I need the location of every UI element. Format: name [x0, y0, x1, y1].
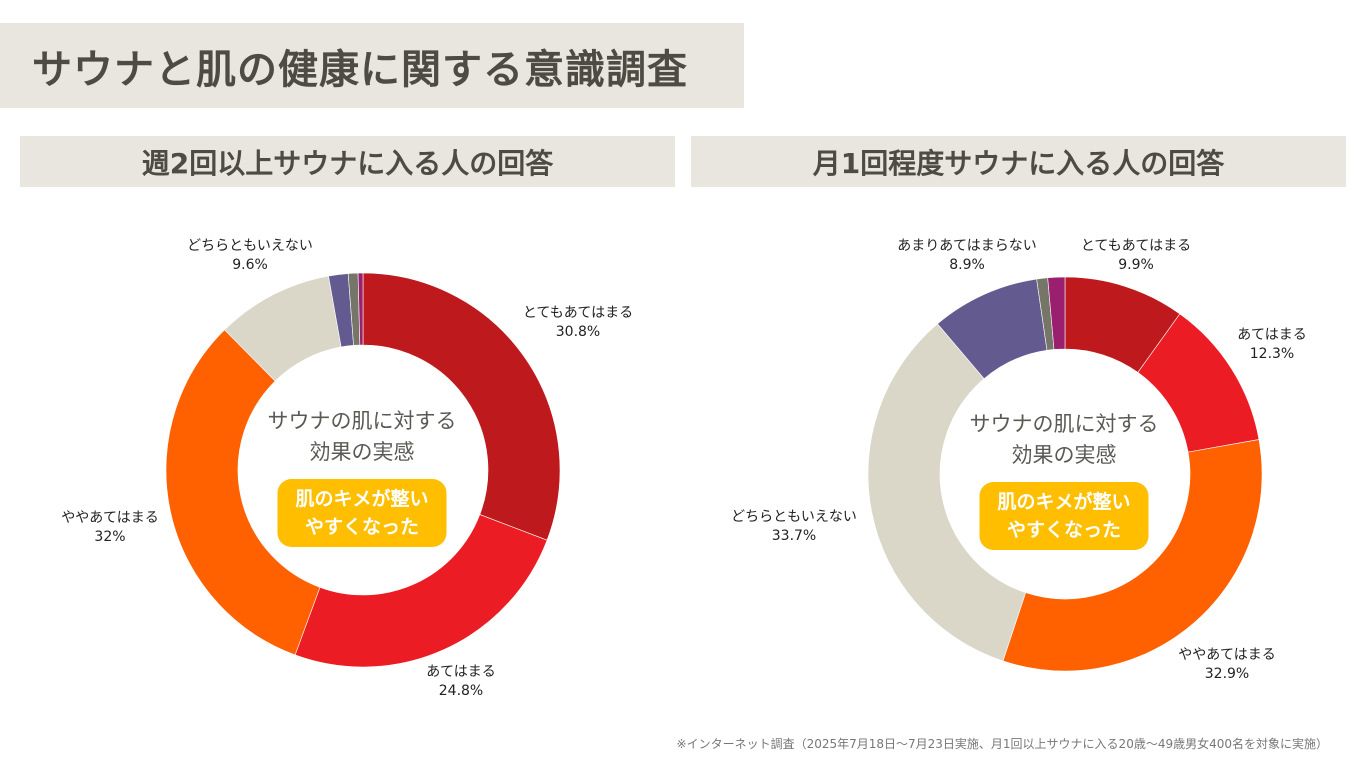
label-weekly-neutral: どちらともいえない 9.6% [187, 238, 313, 273]
label-monthly-very-applies: とてもあてはまる 9.9% [1080, 238, 1192, 273]
donut-slice-weekly-2 [165, 329, 321, 656]
donut-slice-monthly-6 [1047, 276, 1066, 350]
label-monthly-applies: あてはまる 12.3% [1237, 327, 1307, 362]
footnote: ※インターネット調査（2025年7月18日〜7月23日実施、月1回以上サウナに入… [676, 737, 1328, 751]
label-monthly-neutral: どちらともいえない 33.7% [731, 509, 857, 544]
page-title: サウナと肌の健康に関する意識調査 [0, 23, 744, 108]
label-monthly-not-much: あまりあてはまらない 8.9% [897, 238, 1037, 273]
chart-title-weekly: 週2回以上サウナに入る人の回答 [20, 136, 675, 187]
label-weekly-somewhat-applies: ややあてはまる 32% [61, 510, 159, 545]
donut-slice-monthly-2 [1002, 439, 1263, 672]
center-text-monthly: サウナの肌に対する 効果の実感 [969, 412, 1159, 467]
center-text-weekly: サウナの肌に対する 効果の実感 [267, 409, 457, 464]
center-badge-weekly: 肌のキメが整い やすくなった [277, 479, 447, 547]
center-badge-monthly: 肌のキメが整い やすくなった [979, 482, 1149, 550]
chart-title-monthly: 月1回程度サウナに入る人の回答 [691, 136, 1346, 187]
donut-slice-weekly-6 [357, 272, 364, 346]
label-weekly-applies: あてはまる 24.8% [426, 664, 496, 699]
label-weekly-very-applies: とてもあてはまる 30.8% [522, 305, 634, 340]
label-monthly-somewhat-applies: ややあてはまる 32.9% [1178, 647, 1276, 682]
donut-slice-weekly-1 [294, 514, 548, 668]
donut-slice-weekly-0 [362, 272, 561, 541]
donut-slice-monthly-3 [867, 323, 1027, 662]
